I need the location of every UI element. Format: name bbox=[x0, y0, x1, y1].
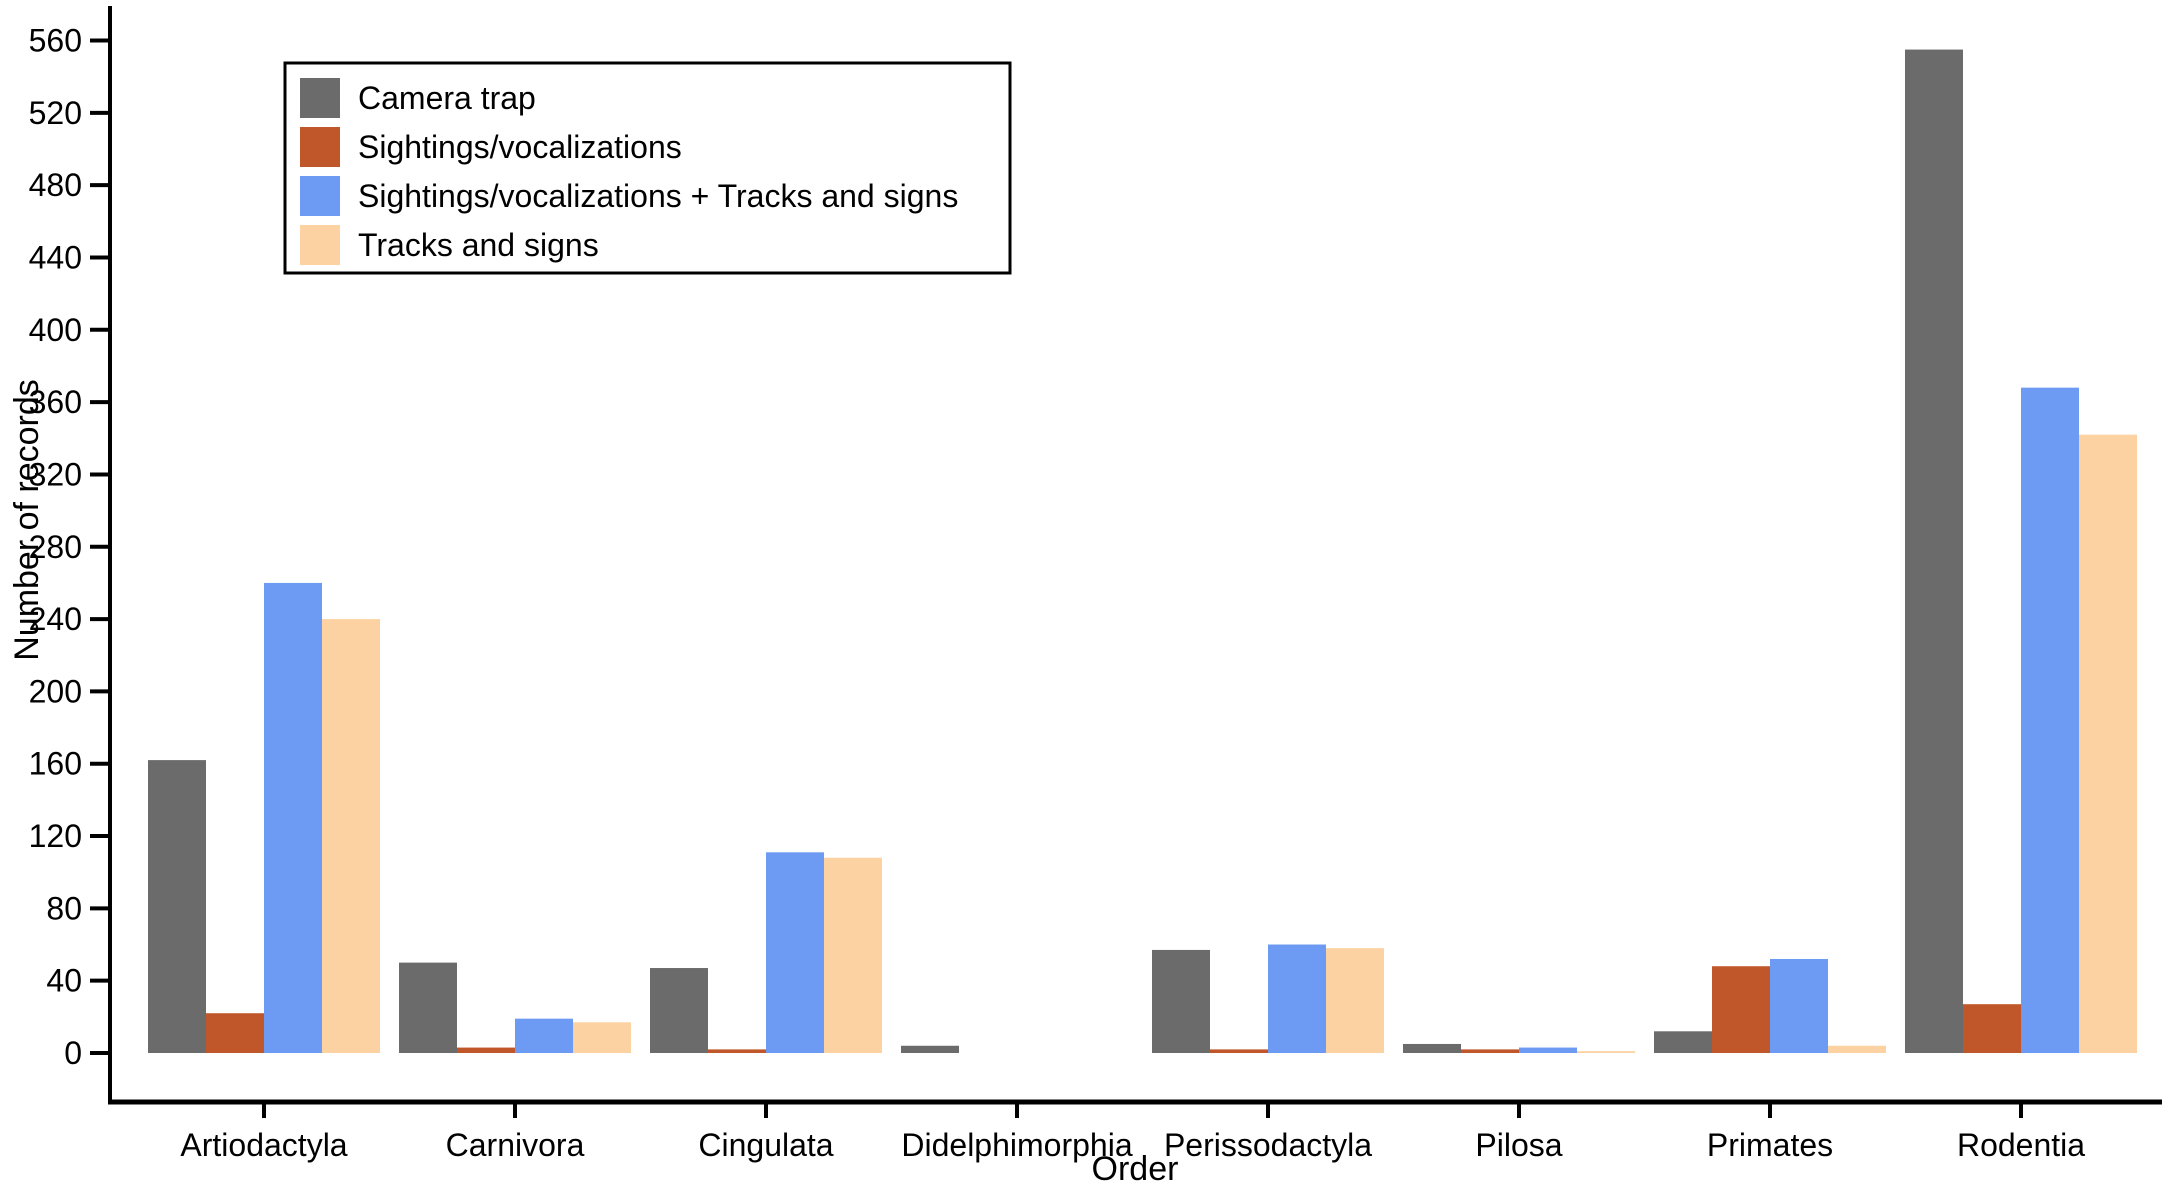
y-tick-label: 280 bbox=[29, 529, 82, 565]
y-tick-label: 160 bbox=[29, 746, 82, 782]
bar bbox=[1905, 49, 1963, 1054]
legend-swatch bbox=[300, 78, 340, 118]
y-axis-title: Number of records bbox=[8, 379, 46, 661]
bar bbox=[1461, 1049, 1519, 1053]
y-tick-label: 320 bbox=[29, 456, 82, 492]
bar bbox=[650, 968, 708, 1053]
bar bbox=[206, 1013, 264, 1053]
bar bbox=[708, 1049, 766, 1053]
bar bbox=[1152, 949, 1210, 1053]
bar bbox=[1654, 1031, 1712, 1053]
legend-swatch bbox=[300, 225, 340, 265]
y-tick-label: 240 bbox=[29, 601, 82, 637]
y-tick-label: 440 bbox=[29, 239, 82, 275]
legend-swatch bbox=[300, 127, 340, 167]
bar bbox=[515, 1018, 573, 1053]
y-tick-label: 0 bbox=[64, 1035, 82, 1071]
x-tick-label: Carnivora bbox=[446, 1127, 585, 1163]
legend-label: Tracks and signs bbox=[358, 227, 599, 263]
bar bbox=[399, 962, 457, 1053]
bar bbox=[2021, 387, 2079, 1053]
y-tick-label: 560 bbox=[29, 23, 82, 59]
y-tick-label: 40 bbox=[46, 963, 82, 999]
x-tick-label: Cingulata bbox=[698, 1127, 833, 1163]
y-tick-label: 120 bbox=[29, 818, 82, 854]
legend-label: Camera trap bbox=[358, 80, 536, 116]
bar bbox=[1828, 1045, 1886, 1053]
legend-label: Sightings/vocalizations + Tracks and sig… bbox=[358, 178, 958, 214]
legend: Camera trap Sightings/vocalizations Sighti… bbox=[283, 61, 1012, 275]
bars-group bbox=[148, 49, 2137, 1054]
x-tick-label: Perissodactyla bbox=[1164, 1127, 1372, 1163]
bar bbox=[264, 582, 322, 1053]
legend-box bbox=[283, 61, 1012, 275]
x-axis-title: Order bbox=[1092, 1150, 1179, 1186]
y-tick-label: 360 bbox=[29, 384, 82, 420]
y-axis-ticks: 0 40 80 120 160 200 240 280 320 360 400 440 480 520 56… bbox=[29, 23, 110, 1071]
y-tick-label: 480 bbox=[29, 167, 82, 203]
bar bbox=[322, 619, 380, 1053]
bar bbox=[1963, 1004, 2021, 1053]
bar bbox=[1326, 948, 1384, 1053]
bar bbox=[1577, 1051, 1635, 1053]
bar bbox=[1712, 966, 1770, 1053]
bar bbox=[1268, 944, 1326, 1053]
bar bbox=[2079, 434, 2137, 1053]
bar bbox=[1210, 1049, 1268, 1053]
x-tick-label: Rodentia bbox=[1957, 1127, 2085, 1163]
bar bbox=[1519, 1047, 1577, 1053]
legend-label: Sightings/vocalizations bbox=[358, 129, 682, 165]
bar bbox=[901, 1045, 959, 1053]
bar bbox=[1770, 958, 1828, 1053]
bar bbox=[573, 1022, 631, 1053]
x-axis-ticks: Artiodactyla Carnivora Cingulata Didelphimo… bbox=[180, 1102, 2085, 1163]
bar bbox=[824, 857, 882, 1053]
y-tick-label: 520 bbox=[29, 95, 82, 131]
bar bbox=[1403, 1043, 1461, 1053]
bar bbox=[148, 760, 206, 1053]
x-tick-label: Didelphimorphia bbox=[901, 1127, 1132, 1163]
legend-swatch bbox=[300, 176, 340, 216]
y-tick-label: 200 bbox=[29, 673, 82, 709]
x-tick-label: Pilosa bbox=[1475, 1127, 1562, 1163]
y-tick-label: 400 bbox=[29, 312, 82, 348]
y-tick-label: 80 bbox=[46, 890, 82, 926]
bar bbox=[766, 852, 824, 1053]
bar bbox=[457, 1047, 515, 1053]
x-tick-label: Artiodactyla bbox=[180, 1127, 347, 1163]
x-tick-label: Primates bbox=[1707, 1127, 1833, 1163]
